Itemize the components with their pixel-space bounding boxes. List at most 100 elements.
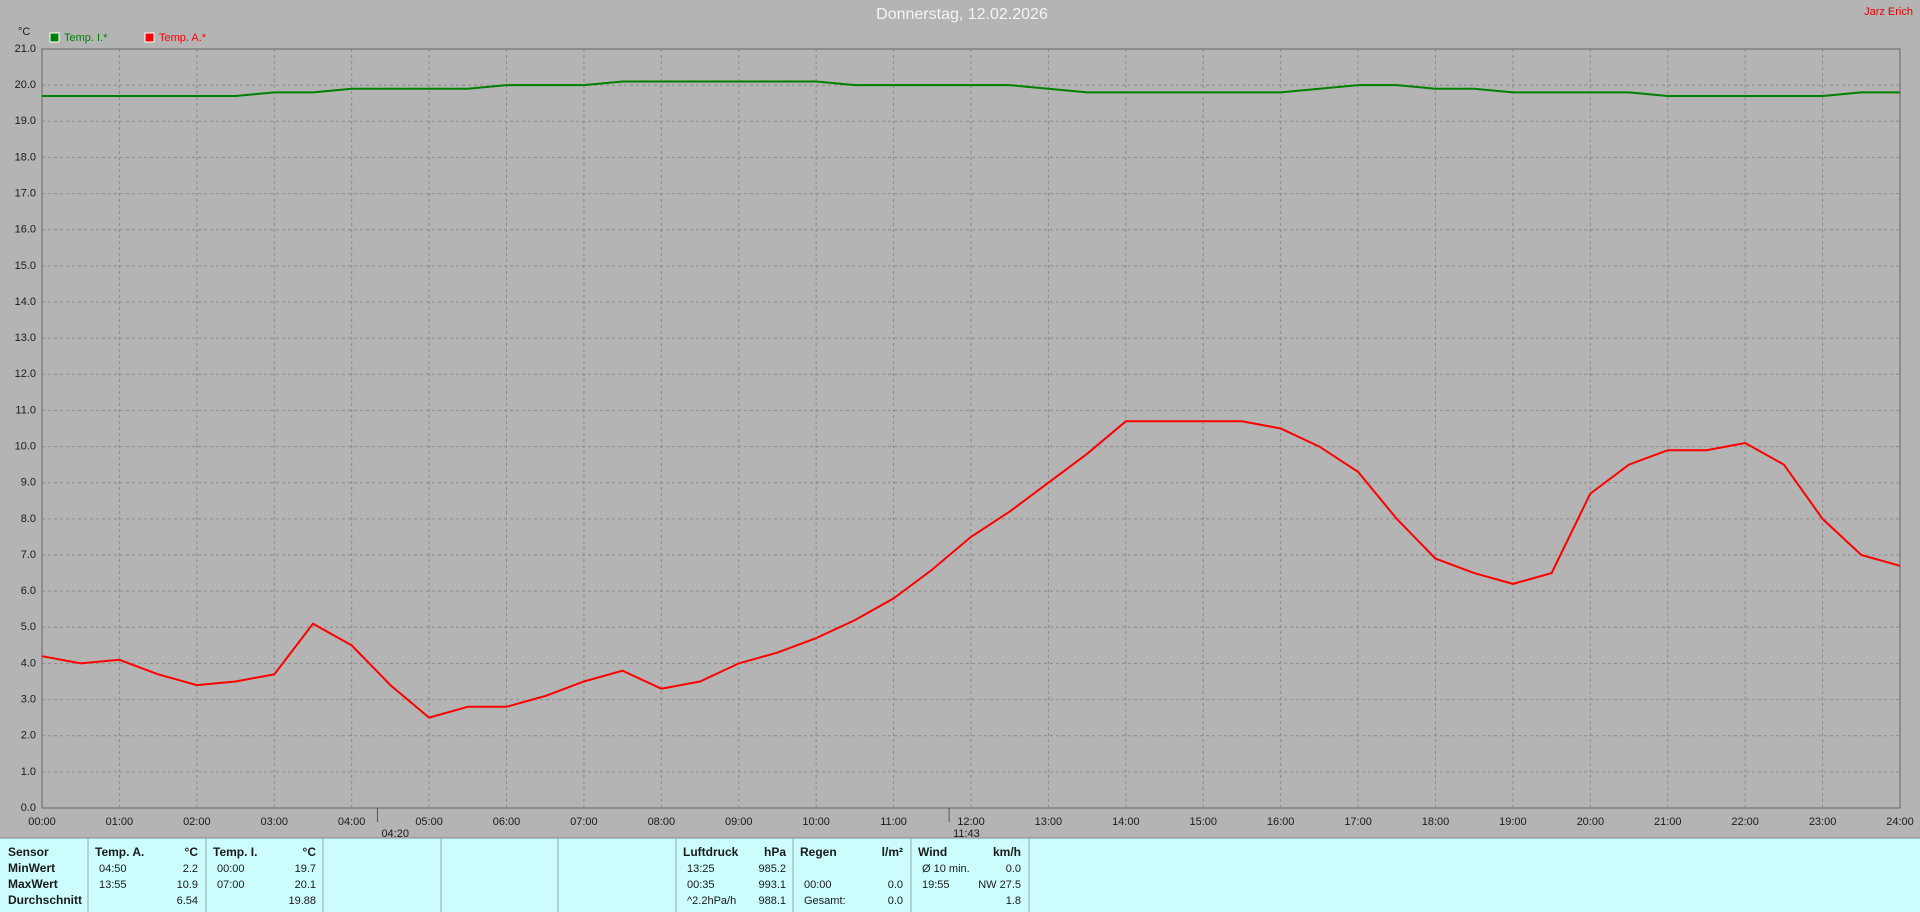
- y-tick-label: 9.0: [21, 477, 36, 489]
- cell-time: 19:55: [922, 879, 950, 891]
- legend-swatch: [49, 32, 60, 43]
- row-label: Sensor: [8, 845, 49, 859]
- cell-time: Gesamt:: [804, 895, 846, 907]
- y-tick-label: 18.0: [15, 151, 36, 163]
- y-tick-label: 3.0: [21, 693, 36, 705]
- y-tick-label: 4.0: [21, 657, 36, 669]
- column-header: Temp. A.: [95, 845, 144, 859]
- cell-value: 0.0: [888, 895, 903, 907]
- x-tick-label: 21:00: [1654, 816, 1682, 828]
- cell-time: 07:00: [217, 879, 245, 891]
- x-tick-label: 11:00: [880, 816, 907, 828]
- y-tick-label: 12.0: [15, 368, 36, 380]
- x-tick-label: 03:00: [260, 816, 288, 828]
- column-unit: hPa: [764, 845, 786, 859]
- x-tick-label: 18:00: [1422, 816, 1450, 828]
- x-tick-label: 07:00: [570, 816, 598, 828]
- cell-value: 2.2: [183, 863, 198, 875]
- cell-value: 0.0: [888, 879, 903, 891]
- x-tick-label: 04:00: [338, 816, 366, 828]
- legend-label: Temp. I.*: [64, 32, 108, 44]
- cell-value: 993.1: [758, 879, 786, 891]
- cell-value: 20.1: [295, 879, 316, 891]
- y-tick-label: 7.0: [21, 549, 36, 561]
- x-tick-label: 16:00: [1267, 816, 1295, 828]
- series-line: [41, 420, 1901, 719]
- x-tick-label: 23:00: [1809, 816, 1837, 828]
- y-tick-label: 14.0: [15, 296, 36, 308]
- y-tick-label: 20.0: [15, 79, 36, 91]
- marker-label: 11:43: [953, 828, 980, 840]
- x-tick-label: 05:00: [415, 816, 443, 828]
- x-tick-label: 01:00: [106, 816, 134, 828]
- cell-value: 6.54: [177, 895, 198, 907]
- y-unit: °C: [18, 26, 30, 38]
- cell-time: 13:25: [687, 863, 715, 875]
- row-label: MaxWert: [8, 877, 58, 891]
- cell-time: ^2.2hPa/h: [687, 895, 736, 907]
- column-unit: l/m²: [882, 845, 903, 859]
- y-tick-label: 21.0: [15, 43, 36, 55]
- column-header: Regen: [800, 845, 837, 859]
- column-unit: km/h: [993, 845, 1021, 859]
- y-tick-label: 1.0: [21, 766, 36, 778]
- cell-time: 00:00: [804, 879, 832, 891]
- cell-value: 19.88: [288, 895, 316, 907]
- x-tick-label: 08:00: [648, 816, 676, 828]
- x-tick-label: 19:00: [1499, 816, 1527, 828]
- x-tick-label: 06:00: [493, 816, 521, 828]
- column-unit: °C: [185, 845, 199, 859]
- cell-value: 1.8: [1006, 895, 1021, 907]
- y-tick-label: 2.0: [21, 730, 36, 742]
- series-line: [42, 80, 1900, 97]
- y-tick-label: 19.0: [15, 115, 36, 127]
- marker-label: 04:20: [381, 828, 409, 840]
- cell-value: 985.2: [758, 863, 786, 875]
- x-tick-label: 02:00: [183, 816, 211, 828]
- y-tick-label: 0.0: [21, 802, 36, 814]
- cell-value: NW 27.5: [978, 879, 1021, 891]
- y-tick-label: 16.0: [15, 224, 36, 236]
- y-tick-label: 10.0: [15, 440, 36, 452]
- cell-value: 0.0: [1006, 863, 1021, 875]
- y-tick-label: 11.0: [15, 404, 36, 416]
- stats-panel: [0, 838, 1920, 912]
- y-tick-label: 6.0: [21, 585, 36, 597]
- x-tick-label: 12:00: [957, 816, 985, 828]
- y-tick-label: 17.0: [15, 187, 36, 199]
- cell-value: 19.7: [295, 863, 316, 875]
- cell-value: 10.9: [177, 879, 198, 891]
- x-tick-label: 09:00: [725, 816, 753, 828]
- x-tick-label: 10:00: [802, 816, 830, 828]
- row-label: MinWert: [8, 861, 55, 875]
- x-tick-label: 24:00: [1886, 816, 1914, 828]
- x-tick-label: 22:00: [1731, 816, 1759, 828]
- y-tick-label: 15.0: [15, 260, 36, 272]
- legend-swatch: [144, 32, 155, 43]
- x-tick-label: 00:00: [28, 816, 56, 828]
- row-label: Durchschnitt: [8, 893, 82, 907]
- cell-time: 13:55: [99, 879, 127, 891]
- owner: Jarz Erich: [1864, 6, 1913, 18]
- y-tick-label: 8.0: [21, 513, 36, 525]
- cell-value: 988.1: [758, 895, 786, 907]
- column-unit: °C: [303, 845, 317, 859]
- cell-time: 00:00: [217, 863, 245, 875]
- x-tick-label: 15:00: [1189, 816, 1217, 828]
- cell-time: Ø 10 min.: [922, 863, 970, 875]
- legend-label: Temp. A.*: [159, 32, 207, 44]
- cell-time: 00:35: [687, 879, 715, 891]
- cell-time: 04:50: [99, 863, 127, 875]
- chart-title: Donnerstag, 12.02.2026: [876, 6, 1048, 23]
- column-header: Luftdruck: [683, 845, 739, 859]
- x-tick-label: 17:00: [1344, 816, 1372, 828]
- y-tick-label: 5.0: [21, 621, 36, 633]
- stats-table: Temp. A. °C 04:50 2.2 13:55 10.9 6.54 Temp. I. °…: [87, 838, 1030, 912]
- y-tick-label: 13.0: [15, 332, 36, 344]
- x-tick-label: 13:00: [1035, 816, 1063, 828]
- column-header: Temp. I.: [213, 845, 257, 859]
- x-tick-label: 20:00: [1577, 816, 1605, 828]
- x-tick-label: 14:00: [1112, 816, 1140, 828]
